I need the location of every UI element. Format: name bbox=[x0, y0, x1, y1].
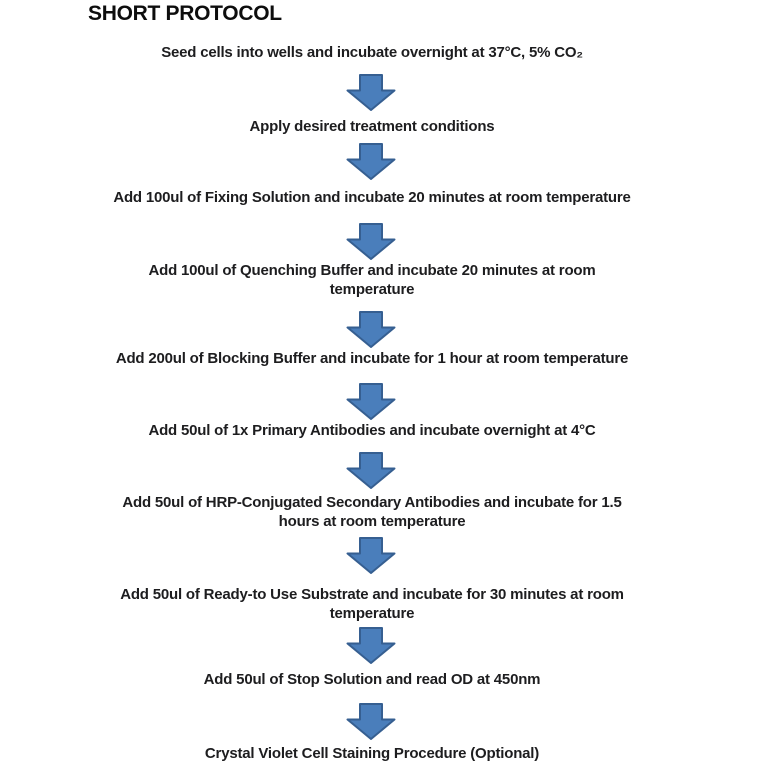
down-arrow-icon bbox=[346, 452, 396, 489]
down-arrow-icon bbox=[346, 537, 396, 574]
step-text-4: Add 100ul of Quenching Buffer and incuba… bbox=[148, 262, 596, 298]
step-text-7: Add 50ul of HRP-Conjugated Secondary Ant… bbox=[122, 494, 622, 530]
down-arrow-icon bbox=[346, 74, 396, 111]
down-arrow-icon bbox=[346, 627, 396, 664]
step-text-2: Apply desired treatment conditions bbox=[249, 118, 495, 135]
step-text-5: Add 200ul of Blocking Buffer and incubat… bbox=[115, 350, 629, 367]
down-arrow-icon bbox=[346, 383, 396, 420]
down-arrow-icon bbox=[346, 223, 396, 260]
step-text-1: Seed cells into wells and incubate overn… bbox=[161, 44, 583, 61]
down-arrow-icon bbox=[346, 311, 396, 348]
down-arrow-icon bbox=[346, 143, 396, 180]
step-text-6: Add 50ul of 1x Primary Antibodies and in… bbox=[148, 422, 596, 439]
step-text-3: Add 100ul of Fixing Solution and incubat… bbox=[113, 189, 631, 206]
down-arrow-icon bbox=[346, 703, 396, 740]
step-text-9: Add 50ul of Stop Solution and read OD at… bbox=[203, 671, 541, 688]
step-text-8: Add 50ul of Ready-to Use Substrate and i… bbox=[120, 586, 624, 622]
step-text-10: Crystal Violet Cell Staining Procedure (… bbox=[204, 745, 540, 762]
page-title: SHORT PROTOCOL bbox=[88, 2, 282, 25]
